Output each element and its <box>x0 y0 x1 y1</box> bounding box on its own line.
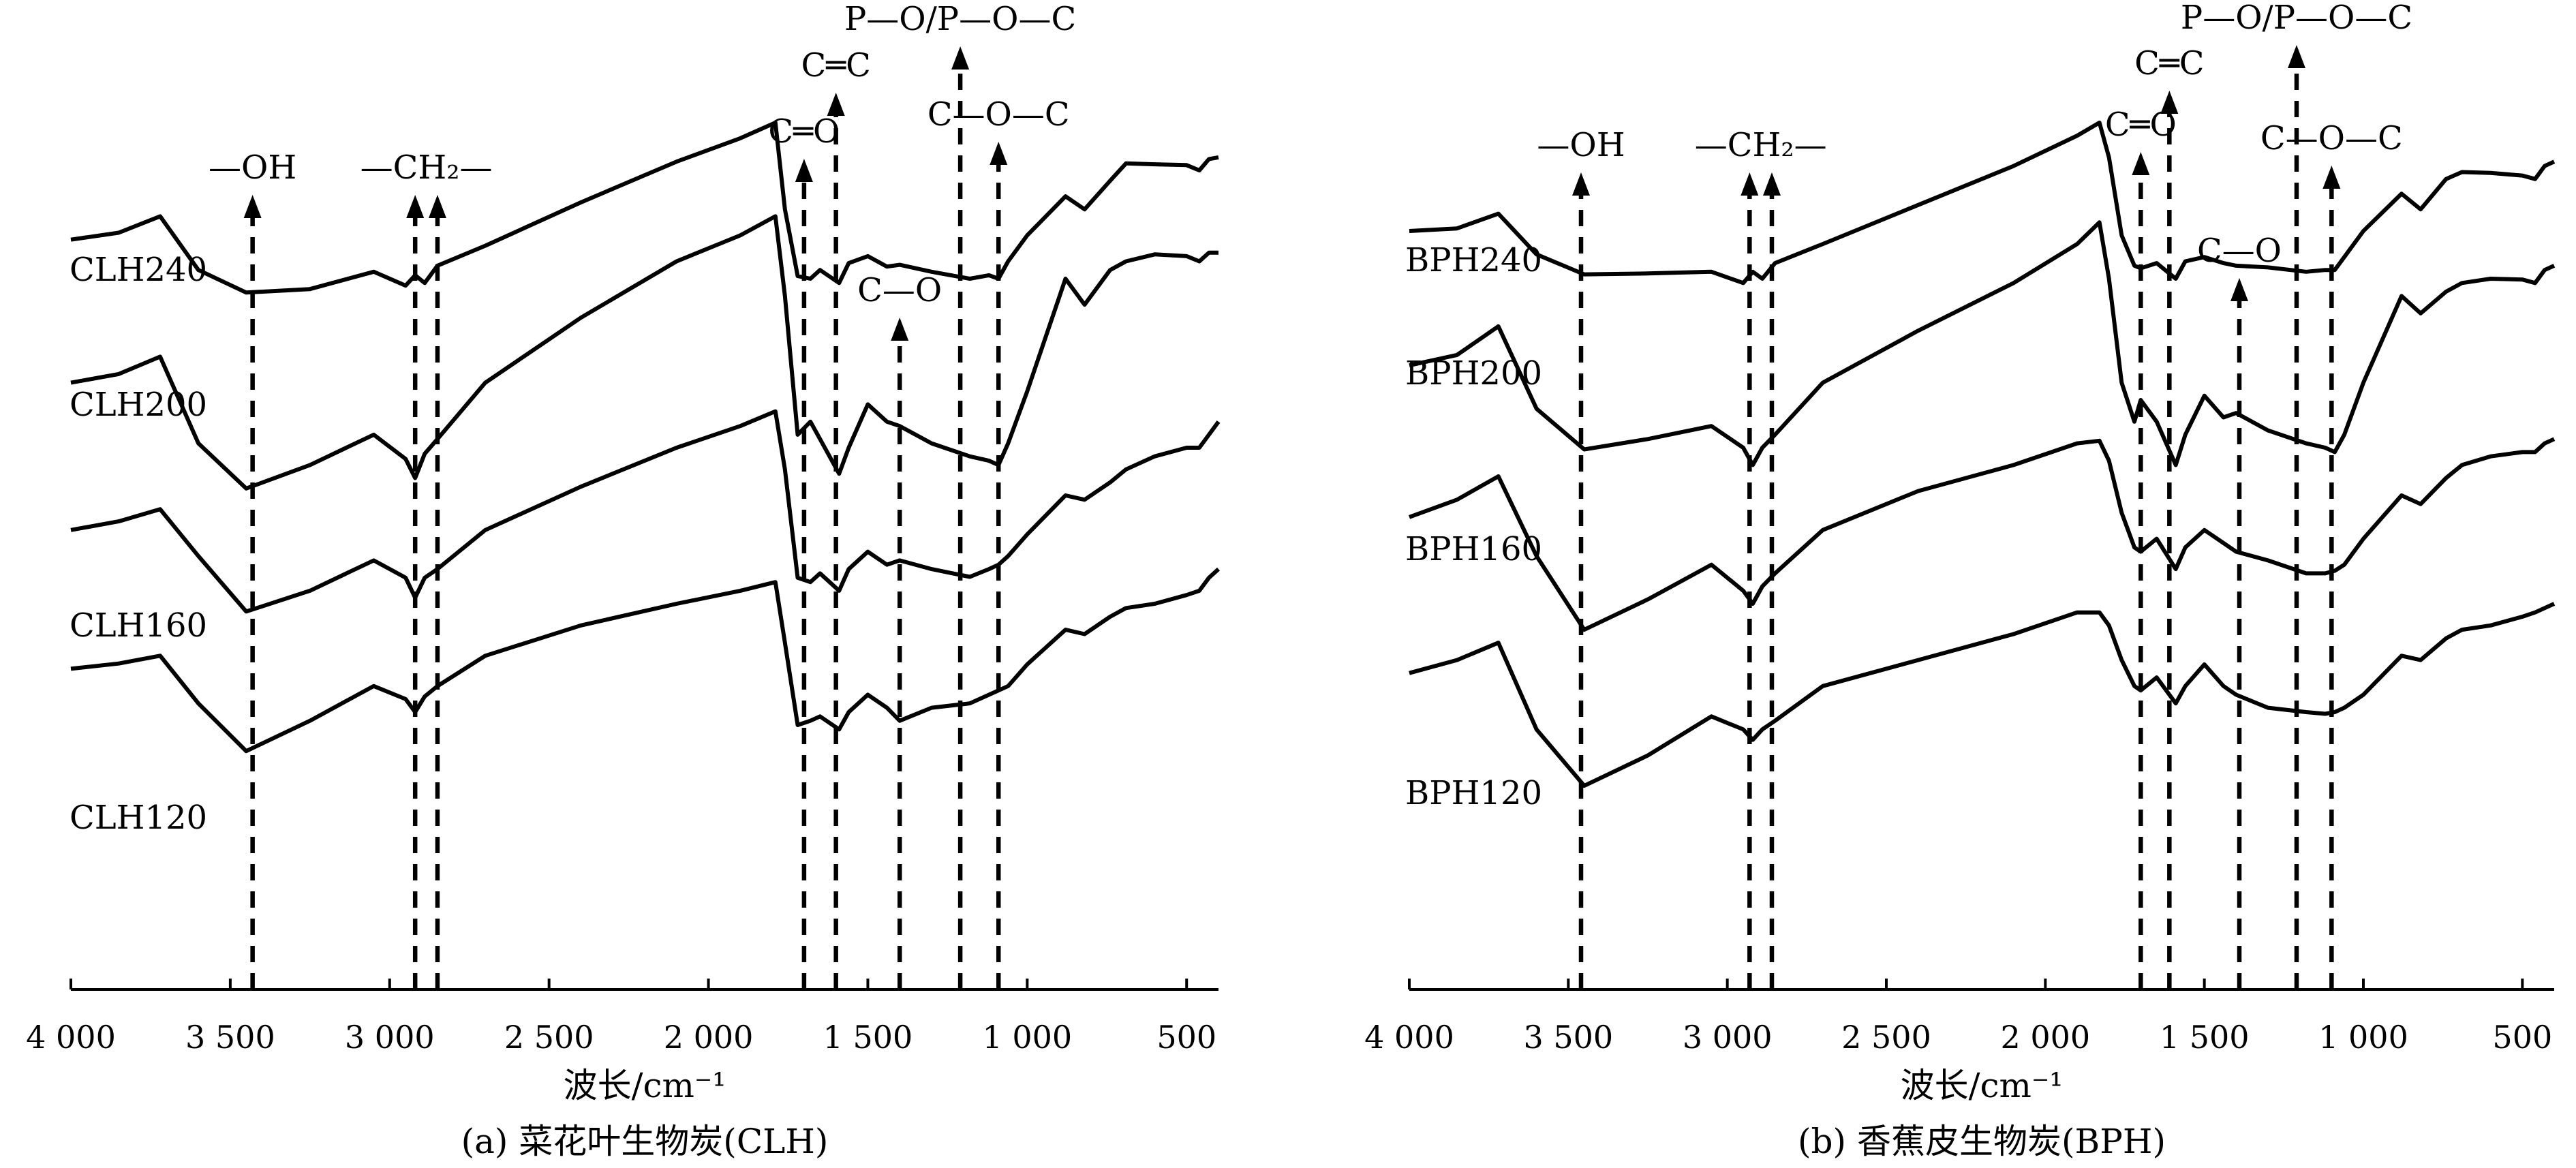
spectrum-line-bph200 <box>1409 220 2556 467</box>
band-label: C—O—C <box>2260 119 2403 157</box>
x-tick-label: 4 000 <box>26 1019 116 1056</box>
band-arrow <box>2132 152 2150 175</box>
band-arrow <box>1741 172 1759 196</box>
band-arrow <box>1763 172 1781 196</box>
series-label: CLH160 <box>70 606 207 645</box>
band-arrow <box>951 46 970 70</box>
band-arrow <box>827 93 845 116</box>
x-tick-label: 2 500 <box>1841 1019 1931 1056</box>
band-arrow <box>1572 172 1590 196</box>
series-label: BPH240 <box>1405 241 1542 279</box>
band-arrow <box>2322 166 2341 189</box>
spectrum-line-clh160 <box>70 409 1221 614</box>
x-tick-label: 2 000 <box>664 1019 754 1056</box>
spectrum-line-bph160 <box>1408 437 2556 632</box>
band-label: —CH₂— <box>361 149 493 187</box>
series-label: BPH160 <box>1405 530 1542 568</box>
series-label: CLH120 <box>70 799 207 837</box>
band-arrow <box>2230 278 2248 301</box>
band-label: P—O/P—O—C <box>844 0 1076 38</box>
band-arrow <box>243 195 262 218</box>
x-tick-label: 2 500 <box>504 1019 594 1056</box>
band-arrow <box>2160 91 2179 114</box>
x-tick-label: 3 500 <box>185 1019 275 1056</box>
band-arrow <box>990 142 1008 165</box>
band-label: C—O—C <box>927 95 1070 134</box>
band-arrow <box>2288 45 2305 68</box>
band-arrow <box>795 159 813 182</box>
band-arrow <box>406 195 425 218</box>
x-tick-label: 1 000 <box>2318 1019 2408 1056</box>
spectrum-line-bph240 <box>1409 121 2556 286</box>
band-label: C═O <box>768 112 840 151</box>
band-label: —OH <box>209 149 296 187</box>
panel-caption: (b) 香蕉皮生物炭(BPH) <box>1798 1122 2166 1161</box>
band-label: C═C <box>2134 44 2204 82</box>
chart-panel-a: 4 000 3 500 3 000 2 500 2 000 1 500 1 000 500 波长… <box>26 0 1221 1161</box>
band-label: C—O <box>857 271 942 309</box>
x-tick-label: 500 <box>2492 1019 2552 1056</box>
band-label: C═C <box>801 46 870 84</box>
spectrum-line-clh200 <box>70 214 1218 491</box>
x-tick-label: 500 <box>1156 1019 1216 1056</box>
x-tick-label: 1 500 <box>2160 1019 2250 1056</box>
series-label: CLH240 <box>70 251 207 289</box>
panel-caption: (a) 菜花叶生物炭(CLH) <box>461 1122 829 1161</box>
band-arrow <box>428 195 446 218</box>
series-label: BPH200 <box>1405 354 1542 393</box>
x-tick-label: 3 000 <box>345 1019 435 1056</box>
x-axis-title: 波长/cm⁻¹ <box>564 1066 726 1105</box>
x-tick-label: 4 000 <box>1364 1019 1454 1056</box>
band-label: C—O <box>2197 232 2282 270</box>
chart-panel-b: 4 000 3 500 3 000 2 500 2 000 1 500 1 000 500 波长… <box>1364 0 2556 1161</box>
x-tick-label: 2 000 <box>2000 1019 2090 1056</box>
spectrum-line-clh120 <box>70 567 1221 754</box>
band-label: —OH <box>1537 126 1625 164</box>
band-label: —CH₂— <box>1695 126 1827 164</box>
x-tick-label: 3 500 <box>1523 1019 1613 1056</box>
x-tick-label: 3 000 <box>1683 1019 1773 1056</box>
spectrum-line-bph120 <box>1409 602 2556 788</box>
series-label: CLH200 <box>70 386 207 424</box>
series-label: BPH120 <box>1405 774 1542 812</box>
band-label: P—O/P—O—C <box>2181 0 2412 37</box>
spectrum-line-clh240 <box>70 121 1219 295</box>
x-axis-title: 波长/cm⁻¹ <box>1901 1066 2064 1105</box>
x-tick-label: 1 000 <box>982 1019 1072 1056</box>
x-tick-label: 1 500 <box>823 1019 913 1056</box>
band-arrow <box>891 318 909 341</box>
